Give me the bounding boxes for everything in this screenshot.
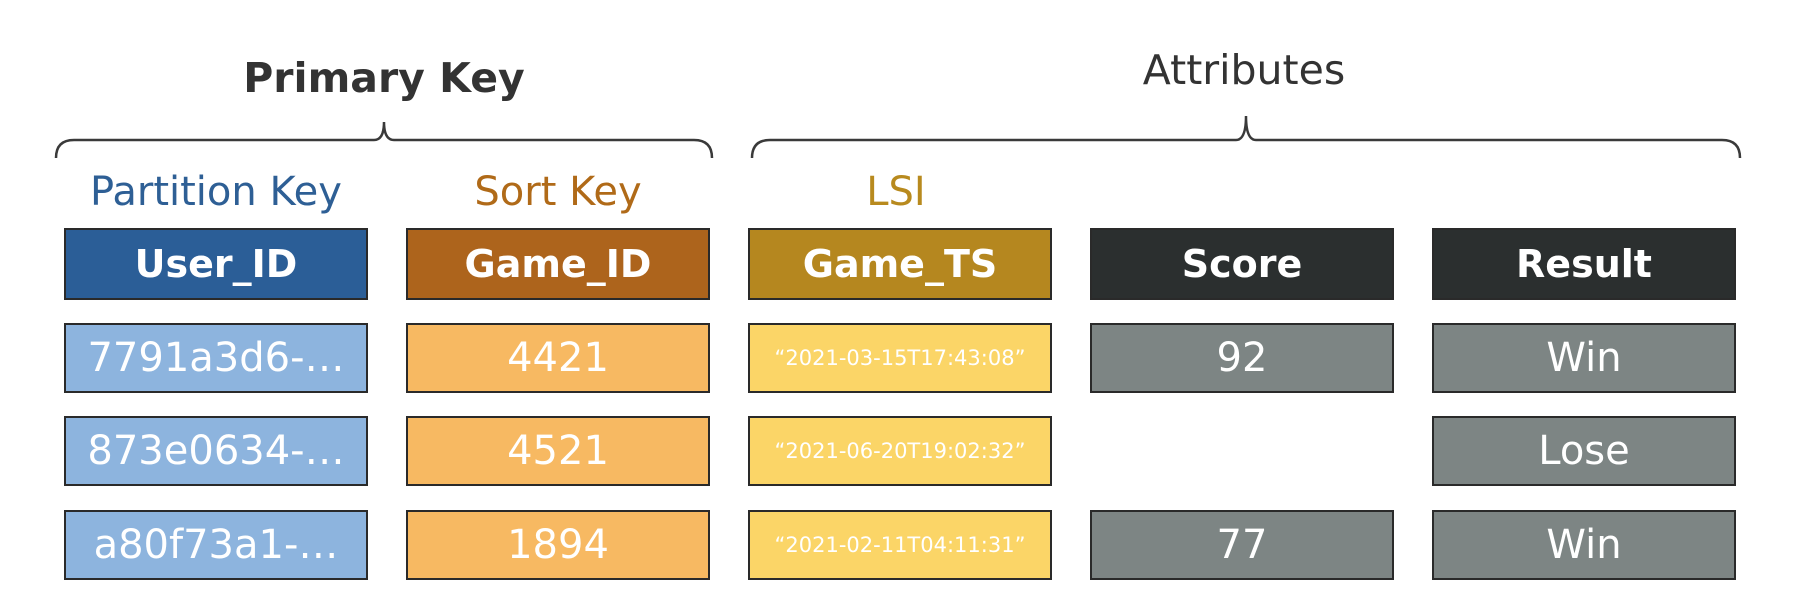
cell-game-id: 1894 <box>406 510 710 580</box>
cell-user-id: 873e0634-… <box>64 416 368 486</box>
cell-game-id: 4421 <box>406 323 710 393</box>
column-header-game-id: Game_ID <box>406 228 710 300</box>
cell-game-id: 4521 <box>406 416 710 486</box>
column-header-user-id: User_ID <box>64 228 368 300</box>
column-header-result: Result <box>1432 228 1736 300</box>
primary-key-label: Primary Key <box>243 54 525 102</box>
cell-game-ts: “2021-06-20T19:02:32” <box>748 416 1052 486</box>
column-header-game-ts: Game_TS <box>748 228 1052 300</box>
cell-game-ts: “2021-02-11T04:11:31” <box>748 510 1052 580</box>
sort-key-label: Sort Key <box>474 169 642 215</box>
lsi-label: LSI <box>866 169 926 215</box>
cell-result: Lose <box>1432 416 1736 486</box>
cell-result: Win <box>1432 323 1736 393</box>
cell-game-ts: “2021-03-15T17:43:08” <box>748 323 1052 393</box>
attributes-label: Attributes <box>1142 46 1346 94</box>
cell-user-id: a80f73a1-… <box>64 510 368 580</box>
cell-score: 92 <box>1090 323 1394 393</box>
cell-score: 77 <box>1090 510 1394 580</box>
primary-key-brace <box>54 121 714 159</box>
partition-key-label: Partition Key <box>90 169 342 215</box>
cell-result: Win <box>1432 510 1736 580</box>
cell-user-id: 7791a3d6-… <box>64 323 368 393</box>
attributes-brace <box>750 115 1742 159</box>
column-header-score: Score <box>1090 228 1394 300</box>
